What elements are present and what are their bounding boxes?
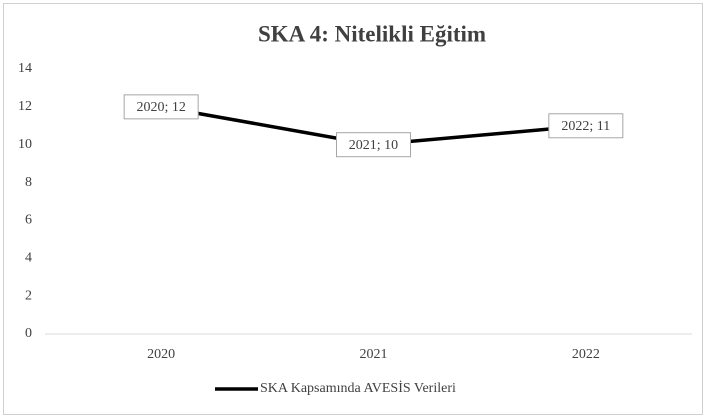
- label-box: [123, 94, 199, 120]
- y-tick-label: 4: [25, 251, 32, 266]
- x-tick-label: 2022: [572, 347, 600, 362]
- y-tick-label: 14: [18, 61, 32, 76]
- y-tick-label: 0: [25, 326, 32, 341]
- label-box: [336, 132, 411, 158]
- y-tick-label: 2: [25, 288, 32, 303]
- data-label: 2022; 11: [561, 119, 610, 134]
- data-label: 2020; 12: [136, 100, 185, 115]
- chart-title: SKA 4: Nitelikli Eğitim: [258, 21, 486, 46]
- y-tick-label: 6: [25, 213, 32, 228]
- legend-label: SKA Kapsamında AVESİS Verileri: [260, 380, 456, 396]
- data-label: 2021; 10: [349, 138, 398, 153]
- y-tick-label: 8: [25, 175, 32, 190]
- y-tick-label: 10: [18, 137, 32, 152]
- x-tick-label: 2021: [360, 347, 388, 362]
- x-tick-label: 2020: [147, 347, 175, 362]
- label-box: [548, 113, 624, 139]
- y-tick-label: 12: [18, 99, 32, 114]
- chart-border: [3, 3, 703, 415]
